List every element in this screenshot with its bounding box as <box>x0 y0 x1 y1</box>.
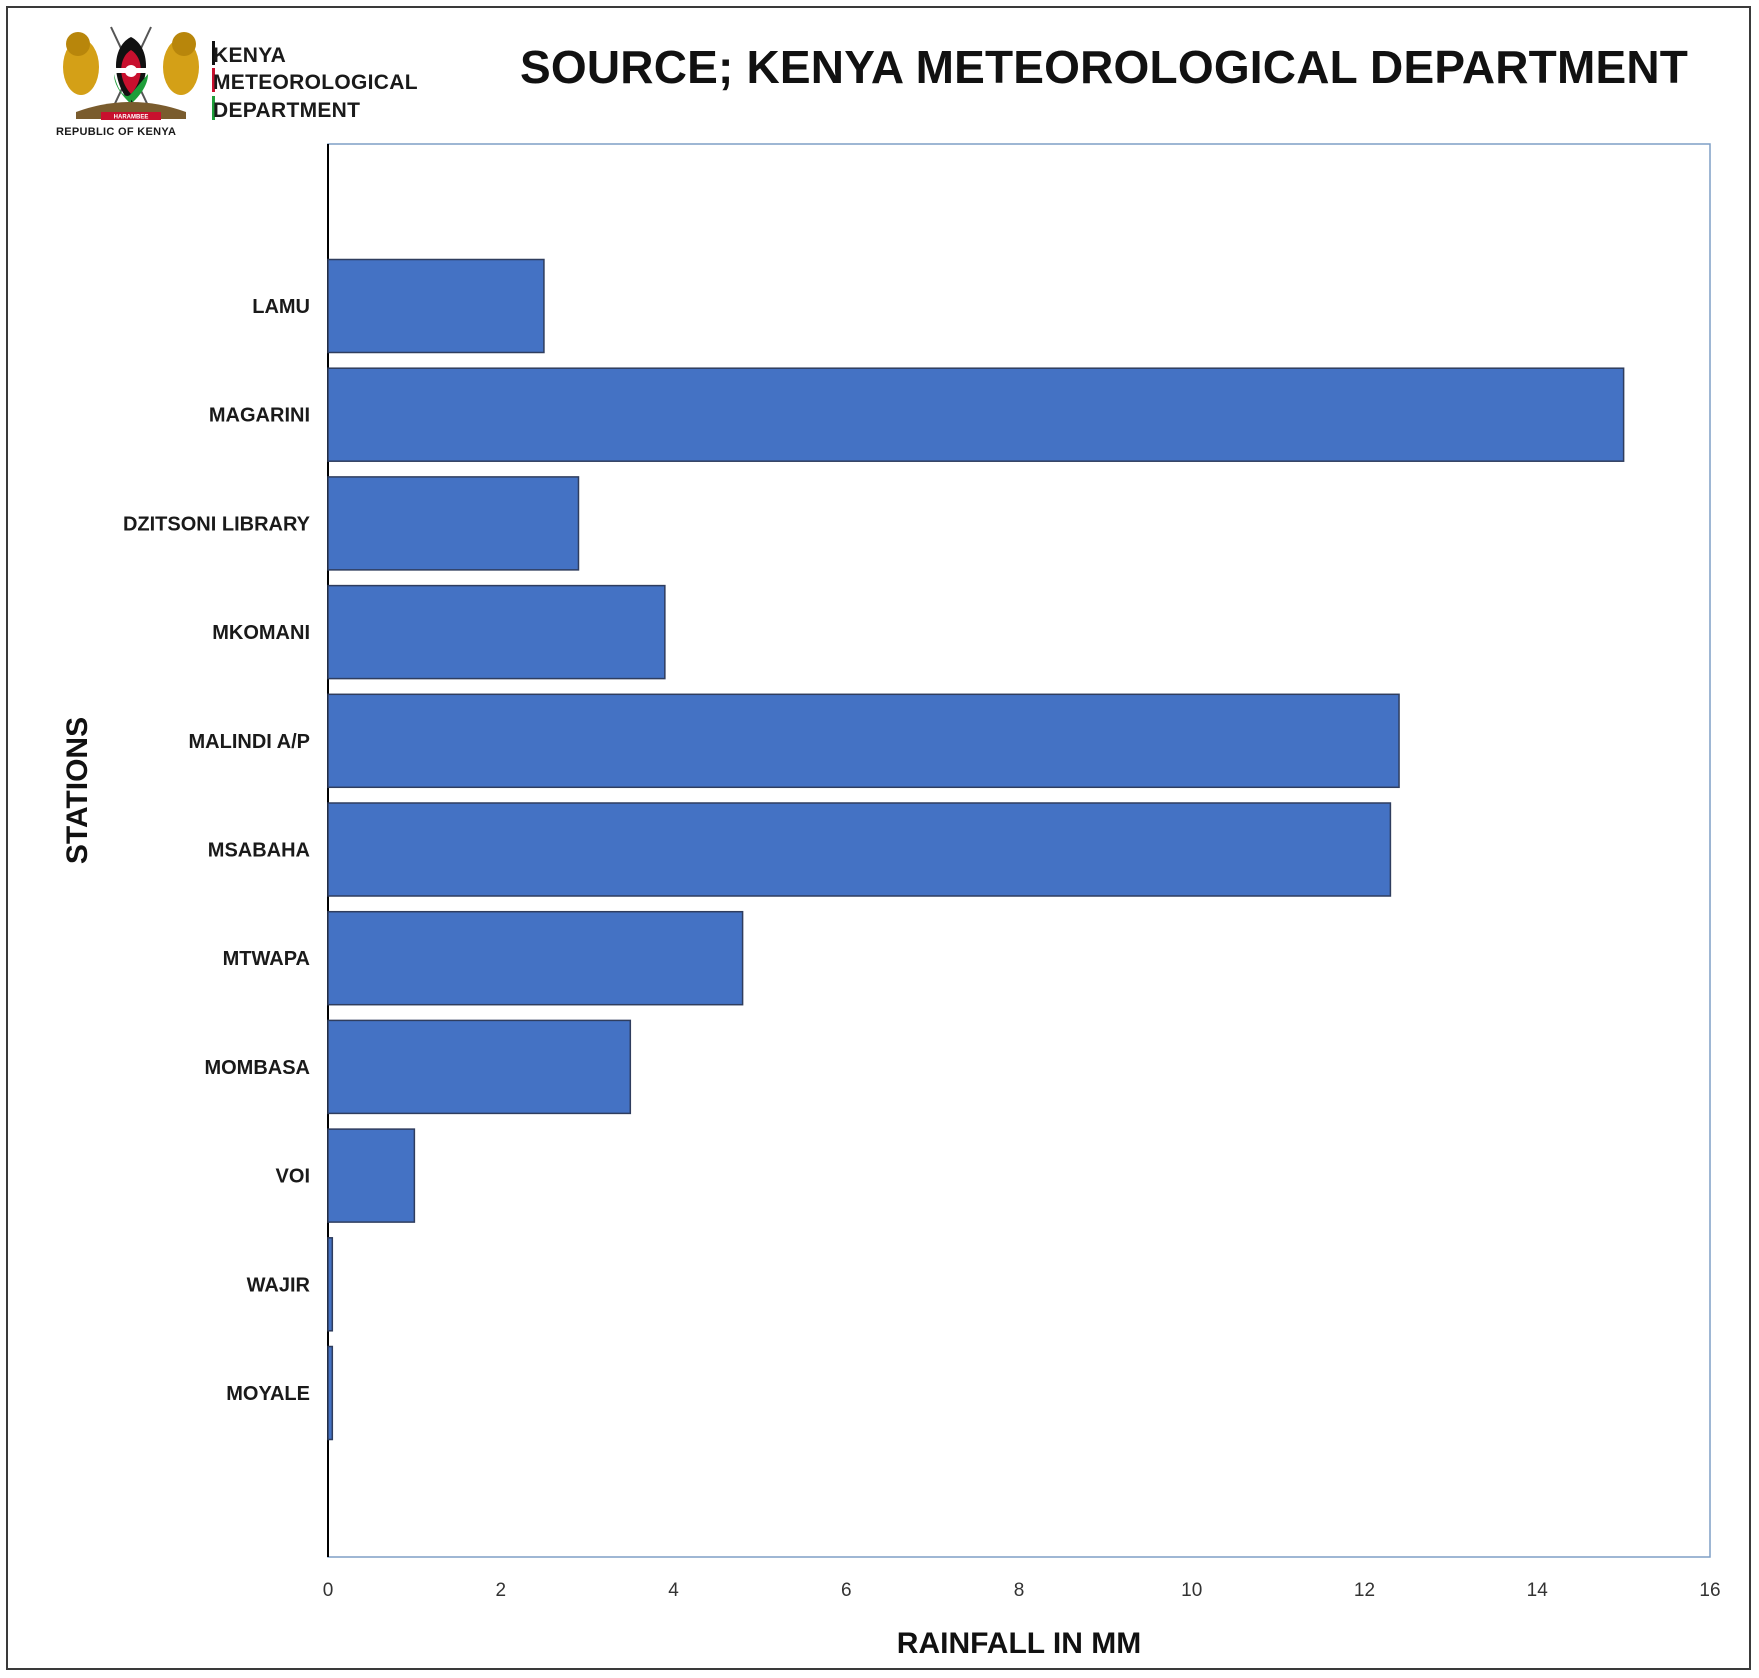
bar-mtwapa <box>327 910 744 1006</box>
x-axis-title: RAINFALL IN MM <box>897 1627 1141 1660</box>
bar-mkomani <box>327 584 666 680</box>
bar-wajir <box>327 1237 334 1332</box>
category-label: MALINDI A/P <box>189 731 310 753</box>
x-tick-label: 6 <box>841 1580 852 1601</box>
y-axis-title: STATIONS <box>61 717 94 864</box>
bar-voi <box>327 1128 416 1223</box>
category-label: MAGARINI <box>209 405 310 427</box>
bar-moyale <box>327 1345 334 1441</box>
category-label: MOMBASA <box>204 1057 310 1079</box>
bar-mombasa <box>327 1019 632 1115</box>
x-tick-label: 10 <box>1181 1580 1202 1601</box>
brand-bar-black <box>212 41 215 65</box>
bar-lamu <box>327 258 545 354</box>
bar-dzitsoni-library <box>327 476 580 571</box>
category-label: MKOMANI <box>212 622 310 644</box>
x-tick-label: 4 <box>668 1580 679 1601</box>
x-tick-labels: 0 2 4 6 8 10 12 14 16 <box>323 1580 1721 1601</box>
coat-of-arms-icon: HARAMBEE <box>63 26 199 121</box>
brand-bar-green <box>212 96 215 120</box>
x-tick-label: 0 <box>323 1580 334 1601</box>
motto-text: HARAMBEE <box>114 115 149 121</box>
x-tick-label: 8 <box>1014 1580 1025 1601</box>
category-labels: LAMU MAGARINI DZITSONI LIBRARY MKOMANI MALIN… <box>123 296 311 1405</box>
kmd-logo: HARAMBEE REPUBLIC OF KENYA <box>52 22 422 152</box>
category-label: VOI <box>276 1166 310 1188</box>
brand-bar-red <box>212 68 215 92</box>
brand-line-2: METEOROLOGICAL <box>213 71 418 94</box>
bars-group <box>327 258 1625 1441</box>
bar-magarini <box>327 367 1625 462</box>
category-label: MSABAHA <box>208 840 310 862</box>
bar-malindi-a-p <box>327 693 1400 789</box>
x-tick-label: 2 <box>495 1580 506 1601</box>
category-label: MOYALE <box>226 1383 310 1405</box>
category-label: WAJIR <box>247 1274 311 1296</box>
category-label: LAMU <box>252 296 310 318</box>
x-tick-label: 16 <box>1699 1580 1720 1601</box>
category-label: MTWAPA <box>223 948 310 970</box>
brand-line-3: DEPARTMENT <box>213 99 361 122</box>
x-tick-label: 12 <box>1354 1580 1375 1601</box>
brand-line-1: KENYA <box>213 44 287 67</box>
bar-msabaha <box>327 802 1392 897</box>
emblem-caption: REPUBLIC OF KENYA <box>56 126 177 138</box>
chart-title: SOURCE; KENYA METEOROLOGICAL DEPARTMENT <box>520 41 1689 93</box>
x-tick-label: 14 <box>1527 1580 1549 1601</box>
category-label: DZITSONI LIBRARY <box>123 513 311 535</box>
